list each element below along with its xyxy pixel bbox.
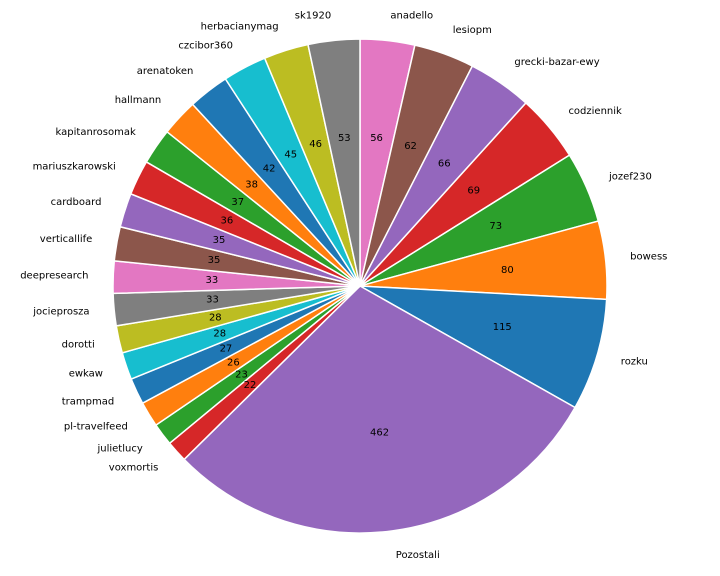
value-label-mariuszkarowski: 36 (220, 215, 233, 226)
slice-label-kapitanrosomak: kapitanrosomak (56, 127, 136, 138)
value-label-jozef230: 73 (489, 221, 502, 232)
slice-label-ewkaw: ewkaw (69, 369, 103, 380)
pie-slice-rozku (359, 285, 608, 409)
slice-label-grecki-bazar-ewy: grecki-bazar-ewy (514, 57, 599, 68)
slice-label-sk1920: sk1920 (295, 10, 331, 21)
slice-label-dorotti: dorotti (62, 339, 95, 350)
slice-label-czcibor360: czcibor360 (178, 40, 233, 51)
value-label-arenatoken: 42 (263, 163, 276, 174)
value-label-kapitanrosomak: 37 (231, 197, 244, 208)
slice-label-jocieprosza: jocieprosza (32, 307, 89, 318)
value-label-pl-travelfeed: 26 (227, 357, 240, 368)
slice-label-anadello: anadello (390, 11, 433, 22)
slice-label-julietlucy: julietlucy (96, 444, 142, 455)
slice-label-codziennik: codziennik (568, 106, 622, 117)
value-label-sk1920: 53 (338, 133, 351, 144)
slice-label-deepresearch: deepresearch (20, 271, 88, 282)
value-label-czcibor360: 45 (284, 149, 297, 160)
slice-label-bowess: bowess (630, 252, 667, 263)
value-label-herbacianymag: 46 (309, 139, 322, 150)
value-label-cardboard: 35 (213, 235, 226, 246)
value-label-rozku: 115 (493, 322, 512, 333)
value-label-deepresearch: 33 (206, 275, 219, 286)
slice-label-voxmortis: voxmortis (109, 463, 159, 474)
slice-label-herbacianymag: herbacianymag (201, 21, 279, 32)
value-label-bowess: 80 (501, 265, 514, 276)
value-label-trampmad: 27 (220, 344, 233, 355)
pie-slice-pozostali (183, 285, 577, 534)
pie-slice-sk1920 (307, 38, 361, 287)
slice-labels: anadello lesiopm grecki-bazar-ewy codzienni… (20, 10, 667, 561)
slice-label-mariuszkarowski: mariuszkarowski (33, 161, 116, 172)
slice-label-trampmad: trampmad (62, 396, 114, 407)
slice-label-jozef230: jozef230 (608, 172, 652, 183)
value-label-verticallife: 35 (208, 255, 221, 266)
slice-label-lesiopm: lesiopm (453, 25, 492, 36)
value-label-lesiopm: 62 (404, 141, 417, 152)
value-label-voxmortis: 22 (244, 380, 257, 391)
value-label-dorotti: 28 (209, 313, 222, 324)
slice-label-arenatoken: arenatoken (137, 66, 194, 77)
value-label-jocieprosza: 33 (206, 295, 219, 306)
value-label-codziennik: 69 (467, 185, 480, 196)
slice-label-pozostali: Pozostali (396, 550, 440, 561)
value-label-anadello: 56 (370, 133, 383, 144)
slice-label-hallmann: hallmann (115, 95, 162, 106)
slice-label-pl-travelfeed: pl-travelfeed (64, 422, 128, 433)
value-label-grecki-bazar-ewy: 66 (438, 159, 451, 170)
slice-label-verticallife: verticallife (40, 234, 93, 245)
slice-label-cardboard: cardboard (51, 197, 102, 208)
slice-label-rozku: rozku (621, 357, 648, 368)
value-label-ewkaw: 28 (213, 329, 226, 340)
value-label-pozostali: 462 (370, 427, 389, 438)
pie-slices (112, 38, 608, 534)
value-label-julietlucy: 23 (235, 370, 248, 381)
value-label-hallmann: 38 (245, 179, 258, 190)
